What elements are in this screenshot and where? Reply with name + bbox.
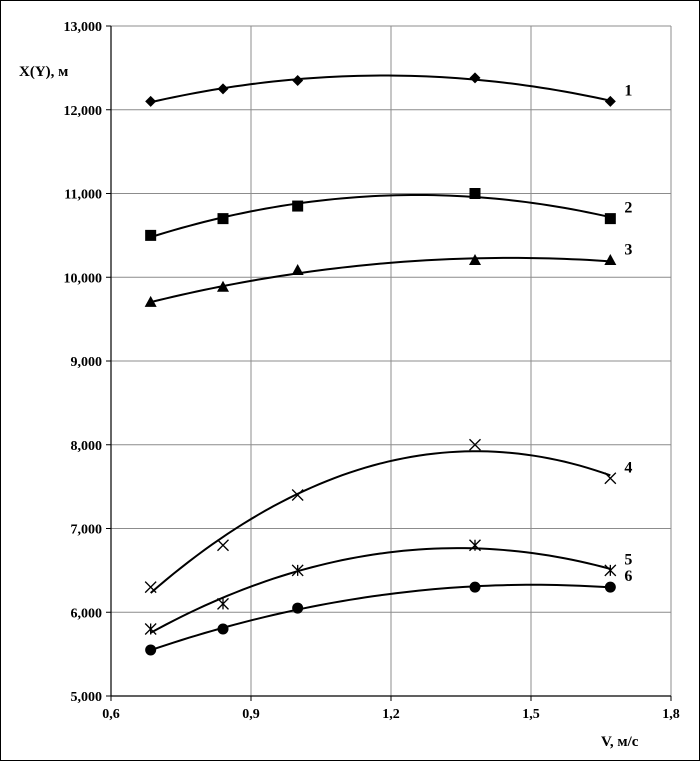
square-marker — [292, 200, 304, 212]
trend-line-4 — [150, 450, 611, 594]
trend-line-6 — [150, 583, 611, 652]
curve-label-6: 6 — [624, 568, 632, 585]
x-tick-label: 1,8 — [662, 707, 680, 722]
x-tick-label: 1,5 — [522, 707, 540, 722]
trend-line-5 — [150, 547, 611, 634]
asterisk-marker — [469, 539, 481, 552]
y-axis-label: X(Y), м — [19, 64, 68, 80]
circle-marker — [292, 602, 304, 614]
grid — [110, 25, 672, 697]
y-tick-label: 11,000 — [64, 188, 102, 203]
curve-label-4: 4 — [624, 459, 632, 476]
y-tick-label: 6,000 — [71, 606, 103, 621]
square-marker — [469, 188, 481, 199]
curve-label-5: 5 — [624, 551, 632, 568]
diamond-marker — [292, 74, 304, 86]
diamond-marker — [469, 72, 481, 84]
x-marker — [144, 581, 157, 594]
y-tick-label: 8,000 — [71, 439, 103, 454]
x-axis-label: V, м/с — [601, 734, 639, 750]
x-marker — [469, 438, 481, 451]
asterisk-marker — [604, 564, 617, 577]
x-tick-label: 0,6 — [102, 707, 120, 722]
curve-label-2: 2 — [624, 200, 632, 217]
x-tick-label: 0,9 — [242, 707, 260, 722]
circle-marker — [469, 581, 481, 593]
axes — [106, 25, 672, 701]
x-marker — [291, 489, 304, 501]
y-tick-label: 7,000 — [71, 523, 103, 538]
triangle-marker — [217, 280, 229, 292]
trend-line-1 — [150, 74, 611, 104]
y-tick-label: 5,000 — [71, 690, 103, 705]
diamond-marker — [604, 95, 616, 107]
triangle-marker — [291, 264, 304, 276]
x-marker — [217, 539, 229, 552]
asterisk-marker — [217, 597, 229, 610]
curve-label-3: 3 — [624, 242, 632, 259]
circle-marker — [145, 644, 157, 656]
asterisk-marker — [291, 564, 304, 577]
x-marker — [604, 472, 617, 485]
diamond-marker — [145, 95, 157, 107]
triangle-marker — [604, 254, 617, 265]
circle-marker — [604, 581, 616, 593]
y-tick-label: 9,000 — [71, 355, 103, 370]
triangle-marker — [469, 254, 481, 265]
markers — [144, 72, 617, 656]
curves — [150, 74, 611, 652]
trend-line-3 — [150, 256, 611, 304]
triangle-marker — [144, 295, 157, 307]
y-tick-label: 13,000 — [64, 20, 103, 35]
y-tick-label: 10,000 — [64, 271, 103, 286]
diamond-marker — [217, 83, 229, 95]
square-marker — [145, 229, 157, 241]
y-tick-label: 12,000 — [64, 104, 103, 119]
curve-label-1: 1 — [624, 82, 632, 99]
labels: X(Y), м V, м/с 5,000 6,000 7,000 8,000 9,000… — [19, 20, 680, 750]
square-marker — [604, 213, 616, 225]
square-marker — [217, 213, 229, 225]
asterisk-marker — [144, 623, 157, 635]
circle-marker — [217, 623, 229, 635]
x-tick-label: 1,2 — [382, 707, 400, 722]
